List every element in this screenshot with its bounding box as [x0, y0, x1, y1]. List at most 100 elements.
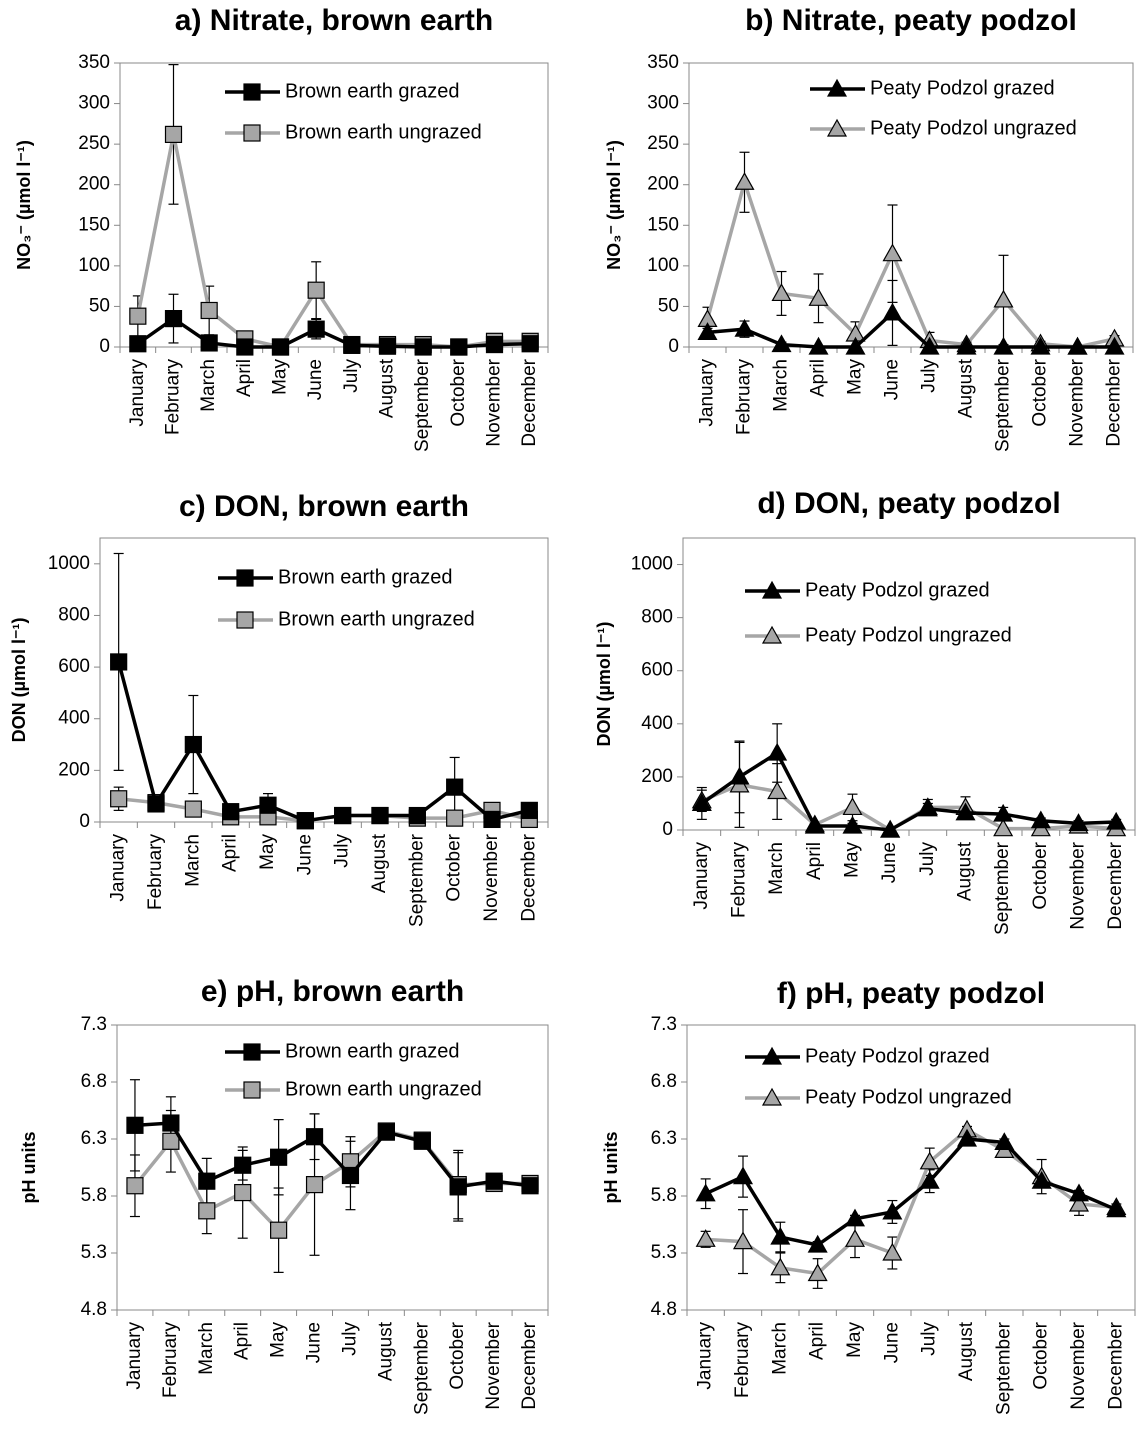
- x-tick-label: April: [808, 359, 829, 397]
- x-tick-label: July: [341, 359, 362, 393]
- x-tick-label: March: [182, 834, 203, 887]
- marker: [270, 1221, 288, 1239]
- marker: [164, 310, 183, 328]
- marker: [826, 78, 848, 97]
- y-tick-label: 50: [89, 295, 110, 316]
- x-tick-label: July: [917, 842, 938, 876]
- series-line: [700, 750, 1117, 832]
- y-tick-label: 100: [78, 255, 110, 276]
- marker: [129, 307, 147, 325]
- marker: [807, 1263, 828, 1282]
- x-tick-label: October: [1030, 358, 1051, 426]
- y-tick-label: 150: [647, 214, 679, 235]
- x-tick-label: May: [268, 1322, 289, 1358]
- marker: [761, 1046, 783, 1065]
- x-tick-label: June: [294, 834, 315, 875]
- marker: [882, 1201, 903, 1220]
- marker: [1104, 336, 1125, 355]
- marker: [234, 1156, 252, 1174]
- series-line: [134, 1121, 531, 1189]
- marker: [956, 336, 977, 355]
- y-tick-label: 5.3: [81, 1242, 107, 1263]
- marker: [450, 338, 468, 356]
- y-axis-label: DON (µmol l⁻¹): [9, 618, 29, 743]
- marker: [771, 283, 792, 302]
- legend-label: Brown earth grazed: [278, 566, 453, 588]
- marker: [807, 1234, 828, 1253]
- series-line: [707, 310, 1115, 349]
- x-tick-label: January: [697, 359, 718, 427]
- y-tick-label: 5.8: [651, 1185, 677, 1206]
- y-axis-label: NO₃⁻ (µmol l⁻¹): [604, 140, 624, 270]
- marker: [371, 806, 389, 825]
- marker: [520, 801, 538, 819]
- marker: [767, 742, 788, 761]
- x-tick-label: May: [842, 842, 863, 878]
- series-line: [133, 1129, 531, 1233]
- marker: [147, 795, 165, 813]
- y-tick-label: 0: [668, 336, 679, 357]
- legend-label: Peaty Podzol grazed: [805, 579, 990, 601]
- plot-frame: [686, 1024, 1136, 1311]
- chart-title: b) Nitrate, peaty podzol: [745, 4, 1077, 37]
- x-tick-label: February: [732, 1322, 753, 1399]
- marker: [845, 336, 866, 355]
- x-tick-label: November: [481, 833, 502, 921]
- marker: [162, 1132, 180, 1150]
- marker: [993, 336, 1014, 355]
- marker: [305, 1175, 324, 1194]
- x-tick-label: May: [257, 834, 278, 870]
- marker: [307, 320, 325, 338]
- x-tick-label: June: [879, 842, 900, 883]
- series-line: [136, 134, 531, 349]
- marker: [234, 1183, 252, 1202]
- series-line: [704, 1137, 1118, 1247]
- plot-frame: [688, 62, 1134, 348]
- marker: [236, 611, 254, 629]
- x-tick-label: April: [220, 834, 241, 872]
- marker: [378, 337, 397, 355]
- marker: [270, 1148, 288, 1166]
- x-tick-label: June: [882, 359, 903, 400]
- y-axis-label: pH units: [19, 1132, 39, 1204]
- x-tick-label: March: [766, 842, 787, 895]
- marker: [919, 1170, 940, 1189]
- marker: [1068, 1193, 1090, 1212]
- x-tick-label: January: [691, 842, 712, 910]
- marker: [808, 336, 829, 355]
- marker: [917, 798, 938, 817]
- legend-label: Brown earth ungrazed: [285, 1078, 482, 1100]
- marker: [842, 797, 863, 816]
- marker: [521, 1177, 539, 1195]
- marker: [184, 735, 202, 754]
- marker: [734, 172, 755, 190]
- x-tick-label: April: [807, 1322, 828, 1360]
- marker: [919, 1151, 940, 1170]
- x-tick-label: August: [955, 841, 976, 901]
- marker: [243, 1081, 261, 1099]
- marker: [770, 1257, 791, 1276]
- y-tick-label: 600: [641, 660, 673, 681]
- y-tick-label: 0: [662, 819, 673, 840]
- x-tick-label: January: [124, 1322, 145, 1390]
- x-tick-label: September: [993, 358, 1014, 452]
- marker: [729, 766, 750, 785]
- marker: [771, 334, 792, 353]
- y-tick-label: 100: [647, 255, 679, 276]
- y-tick-label: 50: [658, 295, 679, 316]
- marker: [198, 1202, 216, 1220]
- marker: [126, 1177, 144, 1195]
- marker: [993, 289, 1014, 308]
- marker: [162, 1114, 180, 1132]
- y-tick-label: 250: [647, 133, 679, 154]
- plot-frame: [116, 1024, 549, 1311]
- x-tick-label: January: [127, 359, 148, 427]
- marker: [129, 335, 147, 353]
- marker: [1068, 813, 1089, 831]
- x-tick-label: March: [196, 1322, 217, 1375]
- y-tick-label: 300: [78, 93, 110, 114]
- marker: [485, 335, 504, 354]
- marker: [761, 1087, 783, 1106]
- x-tick-label: November: [1067, 358, 1088, 446]
- legend-label: Peaty Podzol ungrazed: [870, 117, 1077, 139]
